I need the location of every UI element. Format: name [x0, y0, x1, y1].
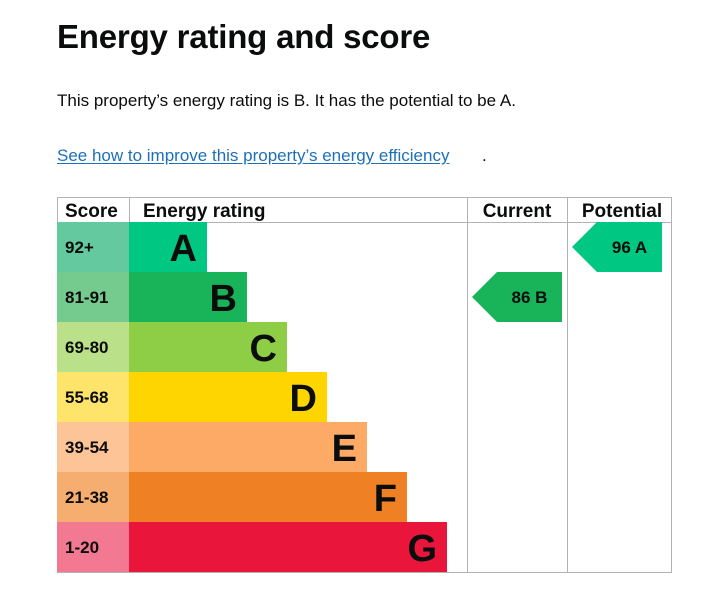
band-letter-a: A — [170, 228, 197, 270]
rating-bands: 92+ A 81-91 B 69-80 C 55-68 D 39-54 E 21-38 F 1-20 G — [57, 222, 447, 572]
score-cell-d — [57, 372, 129, 422]
score-label-f: 21-38 — [65, 488, 108, 507]
link-period: . — [482, 146, 487, 165]
band-letter-e: E — [332, 428, 357, 470]
band-letter-d: D — [290, 378, 317, 420]
header-energy-rating: Energy rating — [143, 201, 265, 222]
band-letter-c: C — [250, 328, 277, 370]
score-label-g: 1-20 — [65, 538, 99, 557]
potential-rating-arrow — [572, 222, 662, 272]
score-cell-e — [57, 422, 129, 472]
band-bar-d — [129, 372, 327, 422]
band-bar-a — [129, 222, 207, 272]
score-label-c: 69-80 — [65, 338, 108, 357]
score-label-a: 92+ — [65, 238, 94, 257]
page-title: Energy rating and score — [57, 18, 431, 55]
band-bar-g — [129, 522, 447, 572]
current-rating-label: 86 B — [512, 288, 548, 307]
band-letter-b: B — [210, 278, 237, 320]
score-cell-g — [57, 522, 129, 572]
header-potential: Potential — [582, 201, 662, 222]
current-rating-arrow — [472, 272, 562, 322]
score-cell-c — [57, 322, 129, 372]
potential-rating-label: 96 A — [612, 238, 647, 257]
band-bar-c — [129, 322, 287, 372]
band-bar-b — [129, 272, 247, 322]
band-bar-f — [129, 472, 407, 522]
score-cell-b — [57, 272, 129, 322]
score-label-b: 81-91 — [65, 288, 108, 307]
rating-markers: 86 B 96 A — [472, 222, 662, 322]
score-label-d: 55-68 — [65, 388, 108, 407]
header-score: Score — [65, 201, 118, 222]
band-bar-e — [129, 422, 367, 472]
band-letter-g: G — [407, 528, 437, 570]
band-letter-f: F — [374, 478, 397, 520]
score-cell-f — [57, 472, 129, 522]
improve-energy-link[interactable]: See how to improve this property’s energ… — [57, 146, 450, 165]
header-current: Current — [483, 201, 552, 222]
score-cell-a — [57, 222, 129, 272]
score-label-e: 39-54 — [65, 438, 109, 457]
rating-summary: This property’s energy rating is B. It h… — [57, 91, 516, 110]
